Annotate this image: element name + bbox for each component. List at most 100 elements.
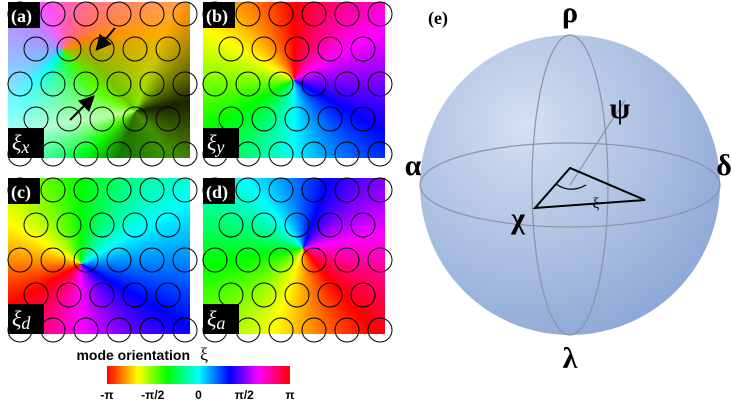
scatterer bbox=[172, 141, 198, 167]
scatterer bbox=[235, 247, 261, 273]
scatterer bbox=[218, 212, 244, 238]
scatterer bbox=[106, 177, 132, 203]
panel-label: (d) bbox=[206, 182, 228, 203]
scatterer bbox=[139, 141, 165, 167]
scatterer bbox=[122, 36, 148, 62]
scatterer bbox=[56, 106, 82, 132]
scatterer bbox=[235, 177, 261, 203]
scatterer bbox=[40, 317, 66, 343]
scatterer bbox=[122, 106, 148, 132]
colorbar-tick-label: π/2 bbox=[235, 388, 255, 402]
colorbar-tick-label: -π bbox=[100, 388, 113, 402]
scatterer bbox=[73, 177, 99, 203]
angle-arc bbox=[555, 183, 587, 190]
scatterer bbox=[317, 106, 343, 132]
pole-label: λ bbox=[563, 342, 578, 375]
scatterer bbox=[106, 317, 132, 343]
scatterer bbox=[301, 71, 327, 97]
colorbar-symbol: ξ bbox=[200, 344, 208, 364]
scatterer bbox=[23, 212, 49, 238]
scatterer bbox=[106, 141, 132, 167]
panel-symbol: ξy bbox=[207, 130, 224, 157]
scatterer bbox=[367, 177, 393, 203]
scatterer bbox=[284, 282, 310, 308]
label-box bbox=[203, 304, 239, 334]
scatterer bbox=[218, 36, 244, 62]
scatterer bbox=[334, 1, 360, 27]
scatterer bbox=[218, 106, 244, 132]
scatterer bbox=[155, 106, 181, 132]
scatterer bbox=[56, 36, 82, 62]
scatterer bbox=[317, 212, 343, 238]
scatterer bbox=[40, 71, 66, 97]
axis-label: ψ bbox=[610, 92, 631, 125]
scatterer bbox=[317, 282, 343, 308]
scatterer bbox=[251, 212, 277, 238]
scatterer-grid bbox=[7, 1, 393, 343]
colorbar bbox=[107, 366, 290, 384]
scatterer bbox=[40, 247, 66, 273]
scatterer bbox=[89, 282, 115, 308]
scatterer bbox=[202, 71, 228, 97]
colorbar-tick-label: 0 bbox=[195, 388, 202, 402]
scatterer bbox=[334, 177, 360, 203]
panel-symbol: ξa bbox=[207, 306, 225, 333]
scatterer bbox=[367, 247, 393, 273]
scatterer bbox=[251, 36, 277, 62]
scatterer bbox=[23, 36, 49, 62]
arrow bbox=[95, 27, 116, 52]
scatterer bbox=[172, 1, 198, 27]
label-box bbox=[8, 2, 40, 28]
colorbar-tick-label: π bbox=[285, 388, 294, 402]
pole-label: ρ bbox=[562, 0, 578, 29]
scatterer bbox=[284, 212, 310, 238]
panel-label: (a) bbox=[11, 6, 32, 27]
scatterer bbox=[268, 177, 294, 203]
angle-wedge bbox=[532, 166, 646, 210]
scatterer bbox=[89, 212, 115, 238]
scatterer bbox=[106, 247, 132, 273]
scatterer bbox=[301, 247, 327, 273]
scatterer bbox=[73, 71, 99, 97]
scatterer bbox=[334, 317, 360, 343]
panel-label: (c) bbox=[11, 182, 31, 203]
scatterer bbox=[40, 177, 66, 203]
panel-label: (e) bbox=[428, 8, 448, 29]
scatterer bbox=[268, 71, 294, 97]
index: d bbox=[21, 313, 31, 333]
scatterer bbox=[251, 282, 277, 308]
scatterer bbox=[350, 36, 376, 62]
scatterer bbox=[56, 282, 82, 308]
axis-label: χ bbox=[510, 202, 526, 235]
scatterer bbox=[56, 212, 82, 238]
index: x bbox=[20, 137, 29, 157]
scatterer bbox=[235, 1, 261, 27]
pole-label: α bbox=[405, 149, 422, 182]
scatterer bbox=[73, 141, 99, 167]
scatterer bbox=[139, 247, 165, 273]
symbol: ξ bbox=[12, 130, 22, 155]
colorbar-title: mode orientation bbox=[76, 347, 190, 363]
scatterer bbox=[106, 1, 132, 27]
scatterer bbox=[89, 36, 115, 62]
scatterer bbox=[367, 71, 393, 97]
scatterer bbox=[7, 71, 33, 97]
scatterer bbox=[122, 282, 148, 308]
scatterer bbox=[202, 247, 228, 273]
symbol: ξ bbox=[207, 130, 217, 155]
label-box bbox=[203, 2, 235, 28]
scatterer bbox=[284, 36, 310, 62]
scatterer bbox=[7, 247, 33, 273]
panel-symbol: ξx bbox=[12, 130, 29, 157]
scatterer bbox=[350, 106, 376, 132]
symbol: ξ bbox=[207, 306, 217, 331]
scatterer bbox=[268, 1, 294, 27]
scatterer bbox=[139, 1, 165, 27]
scatterer bbox=[317, 36, 343, 62]
panel-label: (b) bbox=[206, 6, 228, 27]
scatterer bbox=[268, 317, 294, 343]
scatterer bbox=[155, 282, 181, 308]
scatterer bbox=[284, 106, 310, 132]
